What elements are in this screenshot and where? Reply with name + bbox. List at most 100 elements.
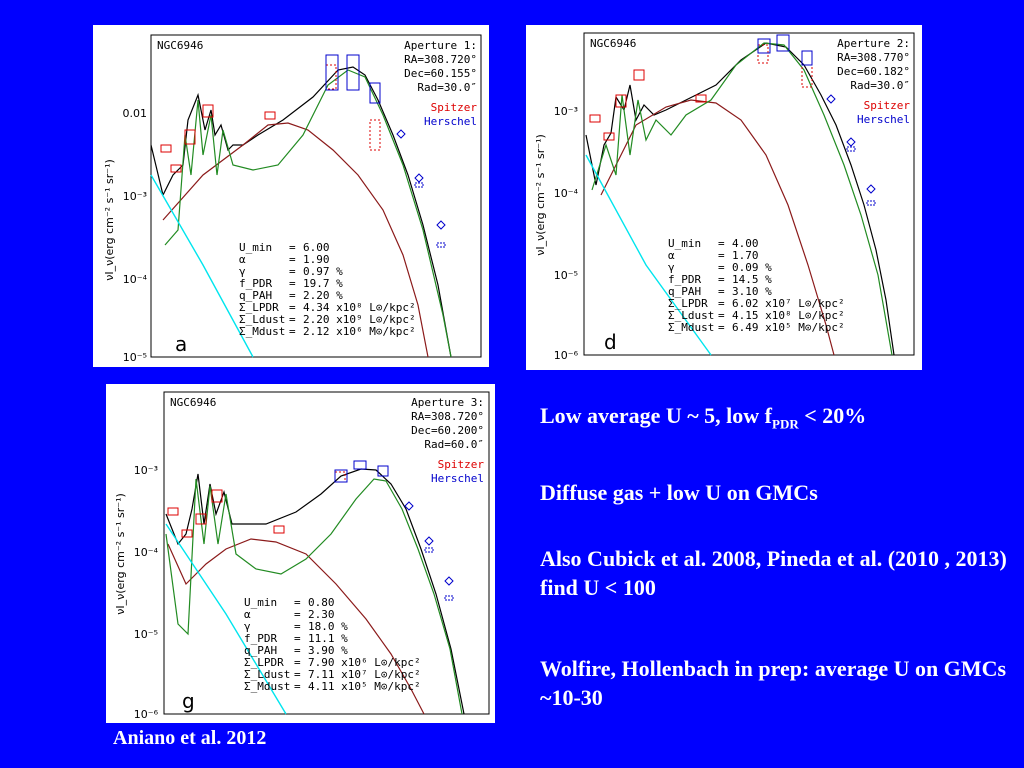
spitzer-point <box>211 489 223 503</box>
param-name: γ <box>244 620 251 633</box>
param-eq: = <box>718 261 725 274</box>
param-name: U_min <box>244 596 277 609</box>
stellar-curve <box>585 154 712 356</box>
param-name: Σ_LPDR <box>668 297 708 310</box>
herschel-points <box>334 460 454 601</box>
plot-frame <box>163 391 490 715</box>
param-value: 4.11 x10⁵ M⊙/kpc² <box>308 680 421 693</box>
y-tick-label: 0.01 <box>123 107 148 120</box>
param-value: 4.34 x10⁸ L⊙/kpc² <box>303 301 416 314</box>
herschel-points <box>757 34 876 206</box>
y-axis-label: νI_ν(erg cm⁻² s⁻¹ sr⁻¹) <box>534 134 547 256</box>
object-label: NGC6946 <box>157 39 203 52</box>
param-value: 1.90 <box>303 253 330 266</box>
param-name: f_PDR <box>668 273 701 286</box>
spitzer-point <box>202 104 214 118</box>
herschel-point <box>414 173 424 183</box>
herschel-point <box>334 469 348 483</box>
herschel-point <box>866 184 876 194</box>
herschel-point <box>404 501 414 511</box>
spitzer-point <box>615 94 627 108</box>
param-eq: = <box>294 644 301 657</box>
pdr-curve <box>167 538 425 715</box>
object-label: NGC6946 <box>170 396 216 409</box>
param-eq: = <box>294 596 301 609</box>
spitzer-point <box>170 164 182 173</box>
spitzer-point <box>589 114 601 123</box>
legend-spitzer: Spitzer <box>431 101 478 114</box>
param-name: Σ_Ldust <box>244 668 290 681</box>
legend-spitzer: Spitzer <box>864 99 911 112</box>
fit-parameters: U_min = 4.00 α = 1.70 γ = 0.09 % f_PDR = 14.5 % … <box>668 237 845 334</box>
herschel-point <box>444 576 454 586</box>
herschel-point <box>424 536 434 546</box>
legend-herschel: Herschel <box>431 472 484 485</box>
statement-wolfire: Wolfire, Hollenbach in prep: average U o… <box>540 656 1007 710</box>
aperture-line: Dec=60.182° <box>837 65 910 78</box>
herschel-point <box>444 595 454 601</box>
param-name: α <box>668 249 675 262</box>
statement-cubick-pineda: Also Cubick et al. 2008, Pineda et al. (… <box>540 546 1007 600</box>
param-value: 2.30 <box>308 608 335 621</box>
pdr-curve <box>162 122 429 358</box>
param-name: Σ_LPDR <box>239 301 279 314</box>
spitzer-point <box>181 529 193 538</box>
param-name: Σ_Mdust <box>244 680 290 693</box>
param-eq: = <box>294 656 301 669</box>
param-value: 2.20 % <box>303 289 343 302</box>
param-value: 7.90 x10⁶ L⊙/kpc² <box>308 656 421 669</box>
herschel-point <box>325 54 339 91</box>
param-name: U_min <box>668 237 701 250</box>
param-name: α <box>244 608 251 621</box>
param-value: 6.00 <box>303 241 330 254</box>
param-value: 1.70 <box>732 249 759 262</box>
param-value: 0.80 <box>308 596 335 609</box>
diffuse-dust-curve <box>164 69 452 358</box>
spitzer-point <box>184 129 196 145</box>
param-name: q_PAH <box>668 285 701 298</box>
aperture-line: Dec=60.200° <box>411 424 484 437</box>
param-value: 3.90 % <box>308 644 348 657</box>
aperture-line: Aperture 3: <box>411 396 484 409</box>
y-tick-label: 10⁻³ <box>554 105 578 118</box>
param-eq: = <box>289 325 296 338</box>
spitzer-point <box>264 111 276 120</box>
param-eq: = <box>718 285 725 298</box>
spitzer-point <box>633 69 645 81</box>
param-name: U_min <box>239 241 272 254</box>
statement-subscript: PDR <box>772 416 799 432</box>
param-eq: = <box>718 321 725 334</box>
param-value: 2.12 x10⁶ M⊙/kpc² <box>303 325 416 338</box>
spitzer-point <box>273 525 285 534</box>
herschel-point <box>414 182 424 188</box>
panel-letter: g <box>182 689 195 713</box>
aperture-line: RA=308.720° <box>404 53 477 66</box>
herschel-point <box>424 547 434 553</box>
param-name: q_PAH <box>239 289 272 302</box>
param-eq: = <box>294 632 301 645</box>
diffuse-dust-curve <box>165 478 463 715</box>
param-name: f_PDR <box>239 277 272 290</box>
param-eq: = <box>294 608 301 621</box>
herschel-point <box>377 465 389 477</box>
statement-text: Low average U ~ 5, low f <box>540 403 773 428</box>
herschel-point <box>436 242 446 248</box>
total-model-curve <box>585 42 895 356</box>
herschel-point <box>846 137 856 147</box>
herschel-points <box>325 54 446 248</box>
y-axis-label: νI_ν(erg cm⁻² s⁻¹ sr⁻¹) <box>114 493 127 615</box>
y-axis-label: νI_ν(erg cm⁻² s⁻¹ sr⁻¹) <box>103 159 116 281</box>
param-value: 7.11 x10⁷ L⊙/kpc² <box>308 668 421 681</box>
param-eq: = <box>718 237 725 250</box>
param-eq: = <box>294 680 301 693</box>
spitzer-point <box>160 144 172 153</box>
param-value: 4.00 <box>732 237 759 250</box>
param-name: Σ_LPDR <box>244 656 284 669</box>
panel-letter: a <box>175 332 187 356</box>
param-value: 18.0 % <box>308 620 348 633</box>
param-value: 19.7 % <box>303 277 343 290</box>
param-eq: = <box>289 313 296 326</box>
param-name: Σ_Ldust <box>239 313 285 326</box>
sed-plot-d: NGC6946 Aperture 2: RA=308.770° Dec=60.1… <box>534 32 915 362</box>
param-name: γ <box>668 261 675 274</box>
